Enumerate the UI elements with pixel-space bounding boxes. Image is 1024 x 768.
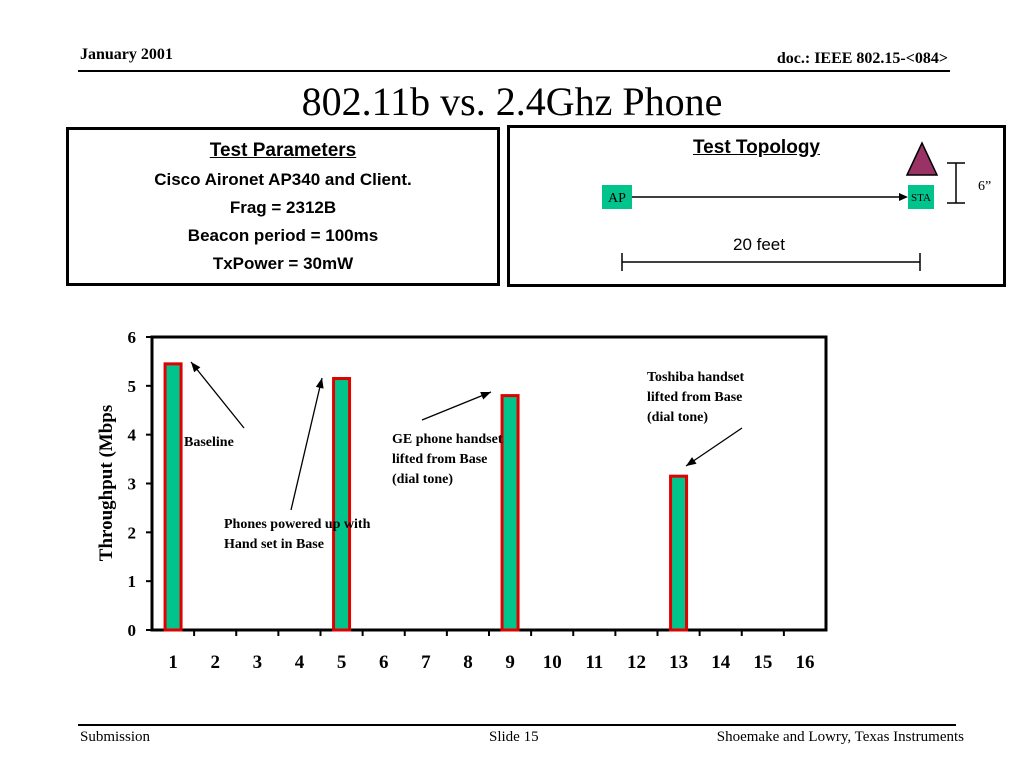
y-tick-label: 1: [128, 572, 137, 591]
header-rule: [78, 70, 950, 72]
test-parameters-heading: Test Parameters: [209, 140, 357, 161]
test-topology-heading: Test Topology: [692, 137, 820, 158]
param-line: Frag = 2312B: [229, 198, 337, 217]
y-axis-label: Throughput (Mbps: [96, 405, 117, 561]
header-doc-id: doc.: IEEE 802.15-<084>: [776, 50, 948, 67]
annotation-text: Toshiba handset: [647, 370, 744, 385]
footer-left: Submission: [80, 729, 151, 745]
x-tick-label: 9: [505, 652, 515, 673]
annotation-text: lifted from Base: [392, 452, 487, 467]
x-tick-label: 12: [627, 652, 646, 673]
annotation-arrowhead: [315, 378, 324, 389]
link-arrowhead: [899, 193, 908, 201]
bar: [332, 377, 352, 632]
y-tick-label: 4: [128, 426, 137, 445]
sta-node: [908, 185, 934, 209]
bar: [669, 474, 689, 632]
bar: [163, 362, 183, 632]
x-tick-label: 3: [253, 652, 263, 673]
annotation-text: (dial tone): [647, 410, 708, 425]
annotation-text: lifted from Base: [647, 390, 742, 405]
annotation-text: GE phone handset: [392, 432, 503, 447]
y-tick-label: 2: [128, 523, 137, 542]
annotation-arrow: [421, 391, 492, 421]
y-tick-label: 5: [128, 377, 137, 396]
test-parameters-box: Test Parameters Cisco Aironet AP340 and …: [66, 127, 500, 286]
annotation-text: Hand set in Base: [224, 537, 324, 552]
param-line: Cisco Aironet AP340 and Client.: [154, 170, 412, 189]
footer-rule: [78, 724, 956, 726]
x-tick-label: 13: [669, 652, 688, 673]
x-tick-label: 10: [543, 652, 562, 673]
param-line: Beacon period = 100ms: [187, 226, 379, 245]
topology-diagram: AP STA 6” 20 feet: [602, 141, 991, 271]
annotation-arrowhead: [480, 392, 491, 400]
x-tick-label: 14: [711, 652, 731, 673]
ap-node: [602, 185, 632, 209]
footer-slide-number: Slide 15: [489, 729, 539, 745]
x-tick-label: 5: [337, 652, 347, 673]
header-date: January 2001: [80, 46, 173, 63]
test-topology-box: Test Topology AP STA 6” 20 feet: [507, 125, 1006, 287]
x-tick-label: 7: [421, 652, 431, 673]
footer-right: Shoemake and Lowry, Texas Instruments: [716, 729, 964, 745]
y-tick-label: 6: [128, 328, 137, 347]
height-label: 6”: [978, 179, 991, 194]
annotation-arrowhead: [686, 457, 697, 466]
annotation-text: Baseline: [184, 435, 234, 450]
annotation-arrow: [190, 361, 245, 429]
x-tick-label: 16: [795, 652, 814, 673]
annotation-arrowhead: [191, 362, 201, 373]
bar: [500, 394, 520, 632]
x-tick-label: 1: [168, 652, 178, 673]
sta-label: STA: [911, 192, 931, 204]
annotation-arrow: [685, 427, 743, 467]
x-tick-label: 15: [753, 652, 772, 673]
distance-label: 20 feet: [733, 235, 785, 254]
y-tick-label: 0: [128, 621, 137, 640]
param-line: TxPower = 30mW: [212, 254, 354, 273]
y-tick-label: 3: [128, 475, 137, 494]
x-tick-label: 6: [379, 652, 389, 673]
x-tick-label: 8: [463, 652, 473, 673]
ap-label: AP: [608, 191, 626, 206]
slide-title: 802.11b vs. 2.4Ghz Phone: [301, 79, 723, 124]
annotation-text: (dial tone): [392, 472, 453, 487]
annotation-arrow: [290, 377, 323, 511]
x-tick-label: 11: [585, 652, 603, 673]
annotation-text: Phones powered up with: [224, 517, 371, 532]
x-tick-label: 4: [295, 652, 305, 673]
x-tick-label: 2: [210, 652, 220, 673]
phone-triangle: [905, 141, 939, 176]
